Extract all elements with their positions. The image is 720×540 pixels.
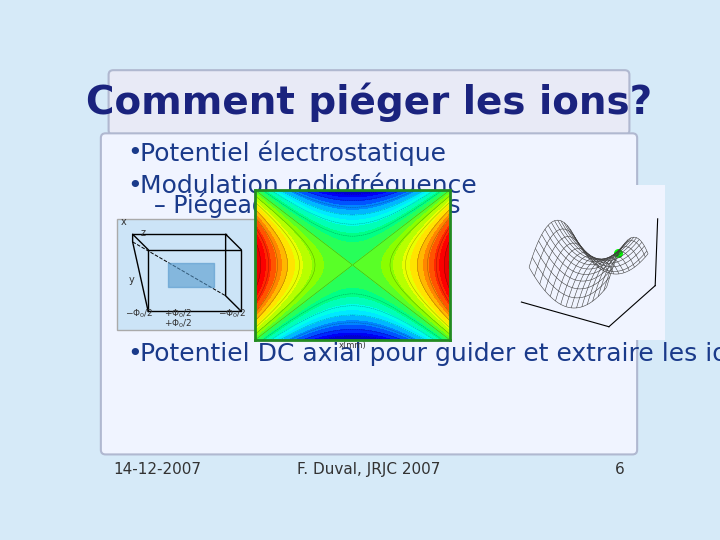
Text: Potentiel DC axial pour guider et extraire les ions: Potentiel DC axial pour guider et extrai… (140, 342, 720, 366)
Text: $+\Phi_0/2$: $+\Phi_0/2$ (163, 318, 192, 330)
FancyBboxPatch shape (101, 133, 637, 455)
Text: •: • (127, 141, 142, 165)
Text: •: • (127, 174, 142, 198)
Text: x: x (121, 217, 127, 227)
Text: 14-12-2007: 14-12-2007 (113, 462, 202, 477)
Text: Potentiel électrostatique: Potentiel électrostatique (140, 140, 446, 166)
X-axis label: x(mm): x(mm) (338, 341, 366, 350)
Text: $-\Phi_0/2$: $-\Phi_0/2$ (218, 308, 246, 320)
Text: •: • (127, 342, 142, 366)
Text: $+\Phi_0/2$: $+\Phi_0/2$ (163, 308, 192, 320)
Text: 6: 6 (615, 462, 625, 477)
Text: Modulation radiofréquence: Modulation radiofréquence (140, 173, 477, 198)
Text: y: y (129, 275, 135, 285)
FancyBboxPatch shape (117, 219, 264, 330)
Text: F. Duval, JRJC 2007: F. Duval, JRJC 2007 (297, 462, 441, 477)
Text: z: z (140, 228, 145, 238)
FancyBboxPatch shape (109, 70, 629, 135)
Text: Comment piéger les ions?: Comment piéger les ions? (86, 83, 652, 122)
Text: – Piégeage radial des ions: – Piégeage radial des ions (153, 192, 460, 218)
Text: $-\Phi_0/2$: $-\Phi_0/2$ (125, 308, 153, 320)
